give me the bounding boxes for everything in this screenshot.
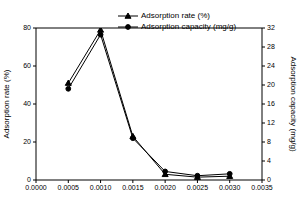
svg-text:Adsorption capacity (mg/g): Adsorption capacity (mg/g) — [289, 56, 292, 151]
svg-text:0.0000: 0.0000 — [25, 184, 47, 191]
svg-text:40: 40 — [23, 100, 31, 107]
svg-text:0.0005: 0.0005 — [58, 184, 80, 191]
html-text:Adsorption capacity (mg/g): Adsorption capacity (mg/g) — [141, 22, 237, 31]
svg-text:28: 28 — [267, 43, 275, 50]
svg-text:0.0025: 0.0025 — [187, 184, 209, 191]
svg-text:8: 8 — [267, 138, 271, 145]
svg-text:20: 20 — [23, 138, 31, 145]
svg-text:0: 0 — [27, 176, 31, 183]
svg-text:16: 16 — [267, 100, 275, 107]
svg-text:80: 80 — [23, 24, 31, 31]
svg-text:4: 4 — [267, 157, 271, 164]
svg-text:12: 12 — [267, 119, 275, 126]
html-text:Adsorption rate (%): Adsorption rate (%) — [141, 11, 210, 20]
svg-text:20: 20 — [267, 81, 275, 88]
svg-text:0.0020: 0.0020 — [154, 184, 176, 191]
svg-text:24: 24 — [267, 62, 275, 69]
svg-text:60: 60 — [23, 62, 31, 69]
svg-text:0.0010: 0.0010 — [90, 184, 112, 191]
svg-text:32: 32 — [267, 24, 275, 31]
svg-text:0.0015: 0.0015 — [122, 184, 144, 191]
svg-text:Adsorption rate (%): Adsorption rate (%) — [8, 69, 11, 138]
svg-text:0: 0 — [267, 176, 271, 183]
svg-text:0.0030: 0.0030 — [219, 184, 241, 191]
svg-text:0.0035: 0.0035 — [251, 184, 273, 191]
